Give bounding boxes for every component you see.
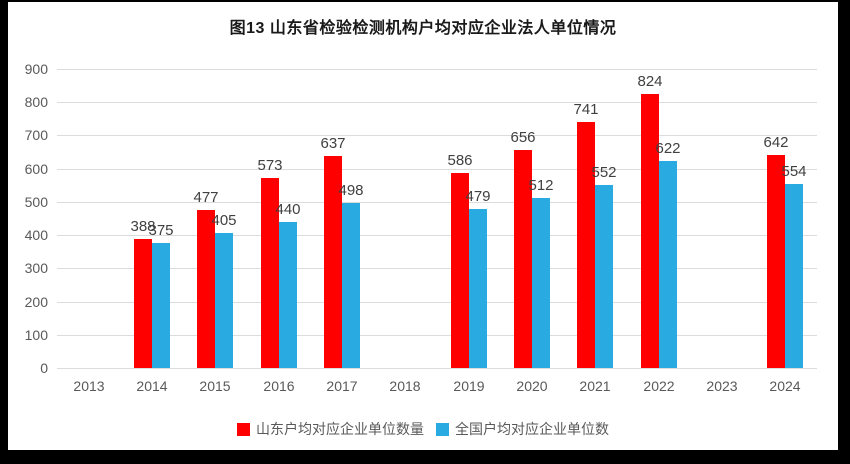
- bar-national: [342, 203, 360, 368]
- gridline: [57, 69, 817, 70]
- x-axis-tick-label: 2021: [579, 378, 611, 394]
- bar-value-label: 440: [275, 201, 301, 218]
- bar-shandong: [324, 156, 342, 368]
- bar-shandong: [261, 178, 279, 368]
- bar-value-label: 498: [338, 182, 364, 199]
- chart-title: 图13 山东省检验检测机构户均对应企业法人单位情况: [229, 20, 617, 37]
- x-axis-tick-label: 2017: [326, 378, 358, 394]
- x-axis-tick-label: 2022: [643, 378, 675, 394]
- bar-shandong: [767, 155, 785, 368]
- bar-national: [279, 222, 297, 368]
- bar-national: [785, 184, 803, 368]
- bar-value-label: 656: [510, 129, 536, 146]
- plot-area: 0 100 200 300 400 500 600 700 800 900 2013 2014 388 3…: [8, 2, 838, 450]
- x-axis-tick-label: 2013: [73, 378, 105, 394]
- bar-national: [152, 243, 170, 368]
- gridline: [57, 302, 817, 303]
- bar-value-label: 512: [528, 177, 554, 194]
- gridline: [57, 235, 817, 236]
- bar-shandong: [134, 239, 152, 368]
- bar-shandong: [197, 210, 215, 368]
- legend: 山东户均对应企业单位数量 全国户均对应企业单位数: [8, 419, 838, 439]
- x-axis-tick-label: 2018: [389, 378, 421, 394]
- bar-value-label: 573: [257, 157, 283, 174]
- bar-national: [469, 209, 487, 368]
- bar-value-label: 622: [655, 140, 681, 157]
- bar-shandong: [514, 150, 532, 368]
- gridline: [57, 335, 817, 336]
- x-axis-tick-label: 2019: [453, 378, 485, 394]
- bar-shandong: [451, 173, 469, 368]
- bar-value-label: 824: [637, 73, 663, 90]
- x-axis-tick-label: 2024: [769, 378, 801, 394]
- bar-value-label: 554: [781, 163, 807, 180]
- x-axis-tick-label: 2014: [136, 378, 168, 394]
- x-axis-tick-label: 2016: [263, 378, 295, 394]
- bar-value-label: 388: [130, 218, 156, 235]
- bar-shandong: [641, 94, 659, 368]
- x-axis-tick-label: 2023: [706, 378, 738, 394]
- legend-item-national: 全国户均对应企业单位数: [436, 419, 609, 439]
- y-axis-tick-label: 600: [24, 161, 48, 177]
- bar-shandong: [577, 122, 595, 368]
- y-axis-tick-label: 0: [40, 360, 48, 376]
- bar-value-label: 552: [591, 164, 617, 181]
- bar-value-label: 405: [211, 212, 237, 229]
- bar-value-label: 375: [148, 222, 174, 239]
- gridline: [57, 368, 817, 369]
- bar-value-label: 479: [465, 188, 491, 205]
- bar-value-label: 477: [193, 189, 219, 206]
- gridline: [57, 135, 817, 136]
- gridline: [57, 102, 817, 103]
- bar-value-label: 642: [763, 134, 789, 151]
- legend-item-shandong: 山东户均对应企业单位数量: [237, 419, 424, 439]
- x-axis-tick-label: 2015: [199, 378, 231, 394]
- legend-swatch-red: [237, 422, 250, 436]
- bar-national: [659, 161, 677, 368]
- y-axis-tick-label: 700: [24, 127, 48, 143]
- bar-national: [215, 233, 233, 368]
- y-axis-tick-label: 100: [24, 327, 48, 343]
- y-axis-tick-label: 500: [24, 194, 48, 210]
- y-axis-tick-label: 300: [24, 260, 48, 276]
- legend-label-national: 全国户均对应企业单位数: [455, 421, 609, 437]
- gridline: [57, 202, 817, 203]
- chart-canvas: 图13 山东省检验检测机构户均对应企业法人单位情况 0 100 200 300 400 5…: [8, 2, 838, 450]
- bar-national: [532, 198, 550, 368]
- bar-value-label: 586: [447, 152, 473, 169]
- y-axis-tick-label: 200: [24, 294, 48, 310]
- legend-swatch-blue: [436, 422, 449, 436]
- bar-value-label: 741: [573, 101, 599, 118]
- legend-label-shandong: 山东户均对应企业单位数量: [256, 421, 424, 437]
- y-axis-tick-label: 800: [24, 94, 48, 110]
- y-axis-tick-label: 400: [24, 227, 48, 243]
- x-axis-tick-label: 2020: [516, 378, 548, 394]
- gridline: [57, 268, 817, 269]
- gridline: [57, 169, 817, 170]
- bar-value-label: 637: [320, 135, 346, 152]
- bar-national: [595, 185, 613, 368]
- y-axis-tick-label: 900: [24, 61, 48, 77]
